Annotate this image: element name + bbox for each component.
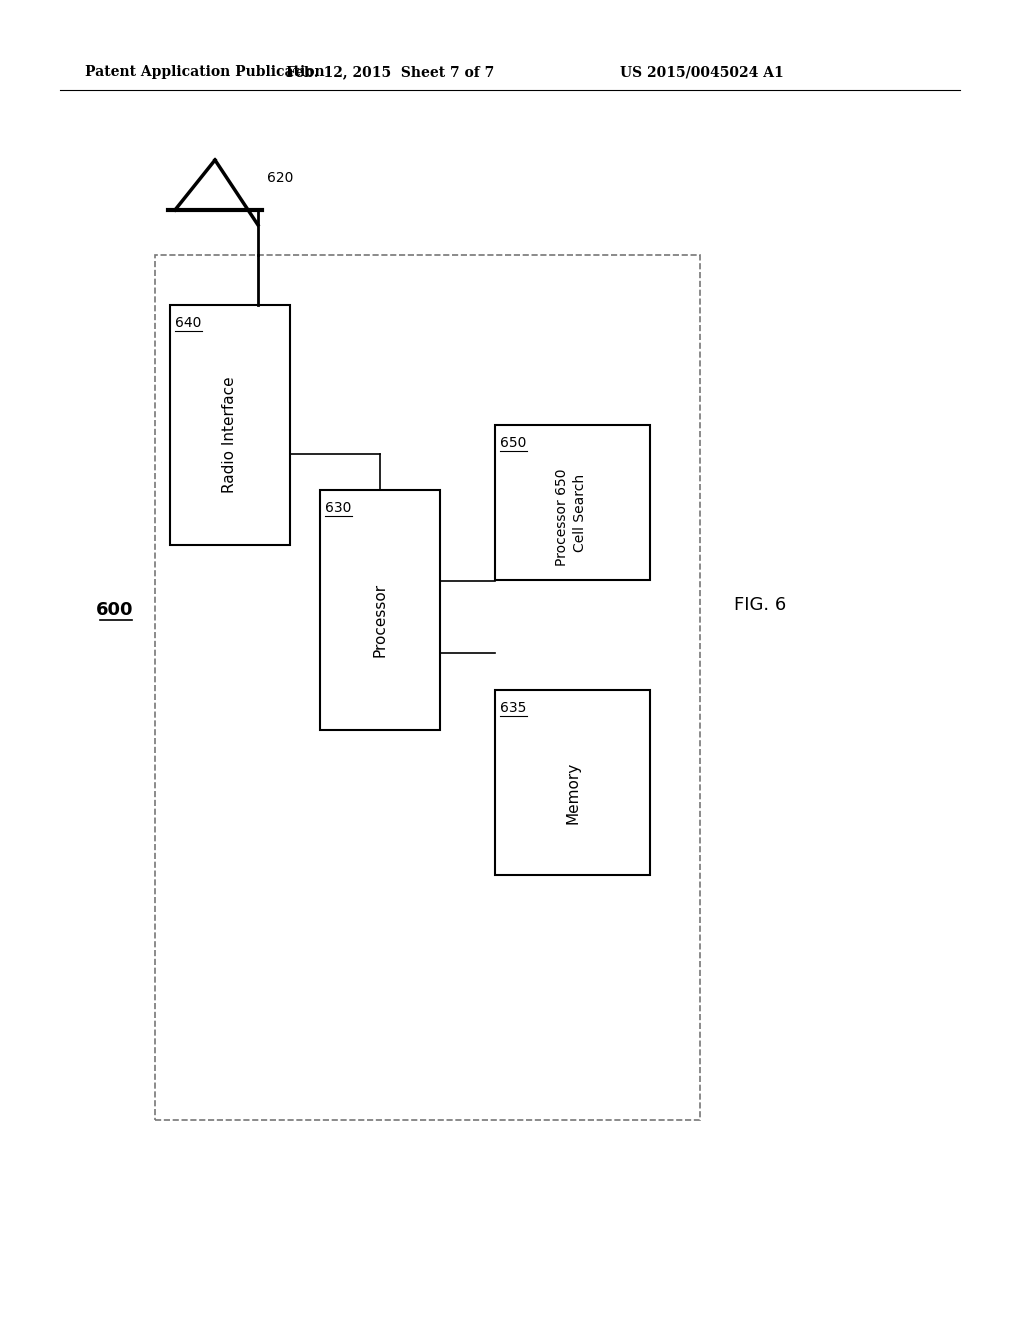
Bar <box>495 425 650 579</box>
Text: US 2015/0045024 A1: US 2015/0045024 A1 <box>620 65 783 79</box>
Text: 635: 635 <box>500 701 526 715</box>
Bar <box>155 255 700 1119</box>
Text: Radio Interface: Radio Interface <box>222 376 238 494</box>
Text: Cell Search: Cell Search <box>573 474 588 552</box>
Text: Processor 650: Processor 650 <box>555 469 569 566</box>
Text: Processor: Processor <box>373 583 387 657</box>
Bar <box>319 490 440 730</box>
Text: 630: 630 <box>325 502 351 515</box>
Text: 650: 650 <box>500 436 526 450</box>
Text: Memory: Memory <box>565 762 580 824</box>
Text: FIG. 6: FIG. 6 <box>734 597 786 614</box>
Text: 620: 620 <box>267 172 293 185</box>
Text: Feb. 12, 2015  Sheet 7 of 7: Feb. 12, 2015 Sheet 7 of 7 <box>286 65 495 79</box>
Text: Patent Application Publication: Patent Application Publication <box>85 65 325 79</box>
Bar <box>170 305 290 545</box>
Text: 640: 640 <box>175 315 202 330</box>
Text: 600: 600 <box>96 601 134 619</box>
Bar <box>495 690 650 875</box>
